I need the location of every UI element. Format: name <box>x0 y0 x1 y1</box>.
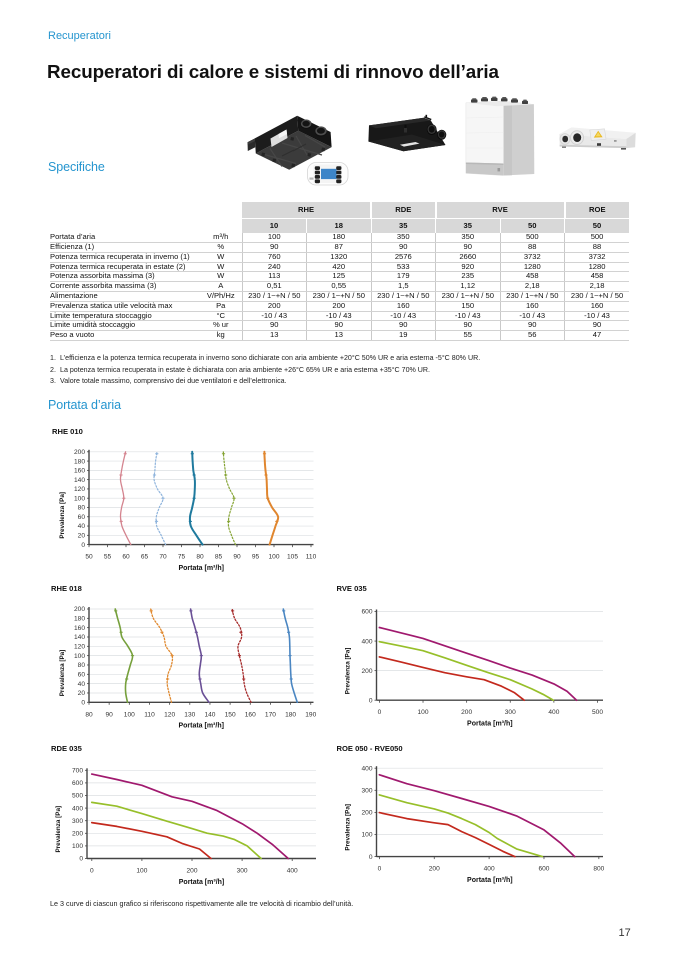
svg-text:100: 100 <box>136 868 147 875</box>
svg-text:0: 0 <box>90 868 94 875</box>
svg-text:70: 70 <box>159 554 167 561</box>
svg-text:110: 110 <box>144 711 155 718</box>
svg-text:Portata [m³/h]: Portata [m³/h] <box>467 721 513 728</box>
svg-text:600: 600 <box>361 609 372 616</box>
svg-text:20: 20 <box>78 533 86 540</box>
svg-text:200: 200 <box>186 868 197 875</box>
svg-text:Prevalenza [Pa]: Prevalenza [Pa] <box>345 648 352 695</box>
svg-text:120: 120 <box>74 644 85 651</box>
svg-text:60: 60 <box>78 514 86 521</box>
svg-text:300: 300 <box>361 788 372 795</box>
svg-text:180: 180 <box>74 616 85 623</box>
svg-text:500: 500 <box>72 793 83 800</box>
svg-text:600: 600 <box>538 866 549 873</box>
svg-text:400: 400 <box>72 805 83 812</box>
svg-text:700: 700 <box>72 768 83 775</box>
svg-text:200: 200 <box>461 709 472 716</box>
svg-text:200: 200 <box>74 606 85 613</box>
svg-text:Prevalenza [Pa]: Prevalenza [Pa] <box>59 492 66 539</box>
svg-text:Portata [m³/h]: Portata [m³/h] <box>178 723 224 730</box>
svg-text:140: 140 <box>204 711 215 718</box>
svg-text:200: 200 <box>72 831 83 838</box>
svg-text:400: 400 <box>361 765 372 772</box>
svg-text:300: 300 <box>505 709 516 716</box>
svg-text:170: 170 <box>265 711 276 718</box>
svg-text:60: 60 <box>122 554 130 561</box>
svg-text:500: 500 <box>592 709 603 716</box>
svg-text:180: 180 <box>74 458 85 465</box>
svg-text:400: 400 <box>548 709 559 716</box>
svg-text:0: 0 <box>369 697 373 704</box>
svg-text:0: 0 <box>81 700 85 707</box>
svg-text:Prevalenza [Pa]: Prevalenza [Pa] <box>59 650 66 697</box>
svg-text:95: 95 <box>252 554 260 561</box>
svg-text:90: 90 <box>233 554 241 561</box>
svg-text:400: 400 <box>484 866 495 873</box>
svg-text:100: 100 <box>418 709 429 716</box>
svg-text:55: 55 <box>104 554 112 561</box>
svg-text:90: 90 <box>105 711 113 718</box>
svg-text:150: 150 <box>225 711 236 718</box>
svg-text:80: 80 <box>85 711 93 718</box>
svg-text:120: 120 <box>74 486 85 493</box>
svg-text:800: 800 <box>593 866 604 873</box>
svg-text:65: 65 <box>141 554 149 561</box>
svg-text:140: 140 <box>74 634 85 641</box>
svg-text:100: 100 <box>361 832 372 839</box>
svg-text:0: 0 <box>378 866 382 873</box>
svg-text:100: 100 <box>124 711 135 718</box>
svg-text:0: 0 <box>79 856 83 863</box>
svg-text:120: 120 <box>164 711 175 718</box>
svg-text:80: 80 <box>78 662 86 669</box>
svg-text:60: 60 <box>78 672 86 679</box>
svg-text:600: 600 <box>72 780 83 787</box>
svg-text:180: 180 <box>285 711 296 718</box>
svg-text:80: 80 <box>78 505 86 512</box>
svg-text:0: 0 <box>369 854 373 861</box>
svg-text:400: 400 <box>287 868 298 875</box>
svg-text:105: 105 <box>287 554 298 561</box>
svg-text:130: 130 <box>184 711 195 718</box>
svg-text:200: 200 <box>429 866 440 873</box>
svg-text:100: 100 <box>74 495 85 502</box>
svg-text:Prevalenza [Pa]: Prevalenza [Pa] <box>55 806 62 853</box>
svg-text:200: 200 <box>361 810 372 817</box>
svg-text:0: 0 <box>81 542 85 549</box>
svg-text:200: 200 <box>361 668 372 675</box>
svg-text:300: 300 <box>72 818 83 825</box>
svg-text:50: 50 <box>85 554 93 561</box>
svg-text:300: 300 <box>237 868 248 875</box>
svg-text:100: 100 <box>72 843 83 850</box>
svg-text:200: 200 <box>74 449 85 456</box>
svg-text:400: 400 <box>361 638 372 645</box>
svg-text:100: 100 <box>74 653 85 660</box>
svg-text:160: 160 <box>74 625 85 632</box>
svg-text:190: 190 <box>305 711 316 718</box>
svg-text:140: 140 <box>74 477 85 484</box>
svg-text:Prevalenza [Pa]: Prevalenza [Pa] <box>345 804 352 851</box>
svg-text:40: 40 <box>78 681 86 688</box>
svg-text:110: 110 <box>306 554 317 561</box>
svg-text:40: 40 <box>78 523 86 530</box>
svg-text:85: 85 <box>215 554 223 561</box>
svg-text:160: 160 <box>74 468 85 475</box>
svg-text:75: 75 <box>178 554 186 561</box>
svg-text:Portata [m³/h]: Portata [m³/h] <box>178 565 224 572</box>
svg-text:160: 160 <box>245 711 256 718</box>
svg-text:80: 80 <box>196 554 204 561</box>
svg-text:100: 100 <box>268 554 279 561</box>
svg-text:20: 20 <box>78 690 86 697</box>
svg-text:Portata [m³/h]: Portata [m³/h] <box>467 877 513 884</box>
svg-text:Portata [m³/h]: Portata [m³/h] <box>179 879 225 886</box>
svg-text:0: 0 <box>378 709 382 716</box>
